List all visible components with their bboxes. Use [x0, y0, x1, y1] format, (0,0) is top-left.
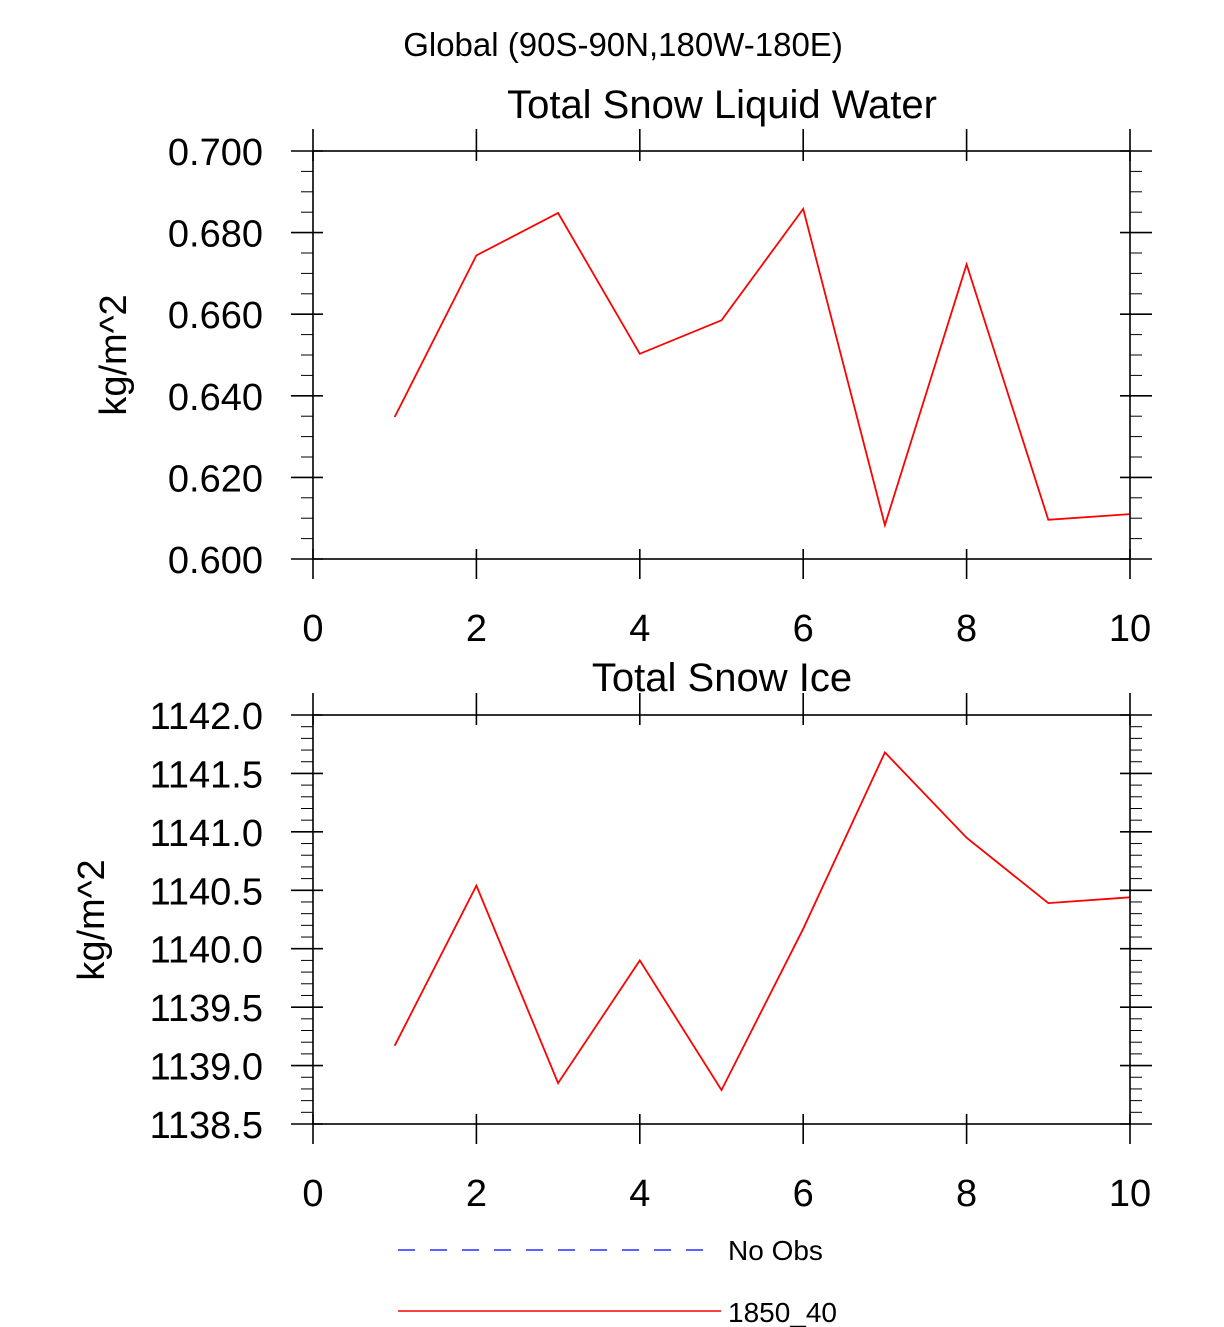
series-group: [393, 750, 1131, 1092]
legend-label: No Obs: [728, 1235, 823, 1266]
y-tick-label: 0.700: [168, 132, 263, 174]
x-tick-label: 0: [302, 608, 323, 650]
x-tick-label: 2: [466, 1173, 487, 1215]
y-tick-label: 1141.5: [150, 754, 263, 796]
x-tick-label: 4: [629, 608, 650, 650]
y-tick-label: 1142.0: [150, 696, 263, 738]
y-tick-label: 0.680: [168, 214, 263, 256]
legend: No Obs 1850_40: [398, 1235, 837, 1327]
panel-title: Total Snow Liquid Water: [507, 83, 937, 127]
x-tick-label: 8: [956, 608, 977, 650]
panel-snow-liquid-water: Total Snow Liquid Water kg/m^2 0 2 4 6 8 10 0.…: [93, 83, 1152, 650]
x-tick-label: 10: [1109, 608, 1151, 650]
y-tick-label: 0.600: [168, 540, 263, 582]
y-tick-label: 1141.0: [150, 813, 263, 855]
panel-title: Total Snow Ice: [592, 656, 852, 700]
y-tick-label: 1139.5: [150, 988, 263, 1030]
series-line-1850_40: [393, 750, 1131, 1092]
x-tick-label: 4: [629, 1173, 650, 1215]
y-tick-label: 1138.5: [150, 1105, 263, 1147]
plot-frame: [312, 150, 1131, 560]
figure-title: Global (90S-90N,180W-180E): [403, 26, 843, 63]
y-tick-label: 1140.0: [150, 930, 263, 972]
panel-snow-ice: Total Snow Ice kg/m^2 0 2 4 6 8 10 1138.5 1139.…: [71, 656, 1152, 1215]
axis-ticks: 0 2 4 6 8 10 0.600 0.620 0.640 0.660 0.680 0.700: [168, 129, 1152, 650]
y-tick-label: 0.640: [168, 377, 263, 419]
plot-frame: [312, 714, 1131, 1125]
x-tick-label: 6: [793, 1173, 814, 1215]
series-line-1850_40: [393, 206, 1131, 529]
y-tick-label: 0.660: [168, 295, 263, 337]
legend-item-no-obs: No Obs: [398, 1235, 823, 1266]
y-axis-label: kg/m^2: [71, 859, 113, 980]
x-tick-label: 10: [1109, 1173, 1151, 1215]
x-tick-label: 0: [302, 1173, 323, 1215]
y-axis-label: kg/m^2: [93, 294, 135, 415]
x-tick-label: 8: [956, 1173, 977, 1215]
y-tick-label: 0.620: [168, 458, 263, 500]
x-tick-label: 6: [793, 608, 814, 650]
legend-label: 1850_40: [728, 1297, 837, 1327]
series-group: [393, 206, 1131, 529]
y-tick-label: 1139.0: [150, 1047, 263, 1089]
legend-item-1850-40: 1850_40: [398, 1297, 837, 1327]
axis-ticks: 0 2 4 6 8 10 1138.5 1139.0 1139.5 1140.0 1140.5 114…: [150, 693, 1152, 1215]
y-tick-label: 1140.5: [150, 871, 263, 913]
x-tick-label: 2: [466, 608, 487, 650]
